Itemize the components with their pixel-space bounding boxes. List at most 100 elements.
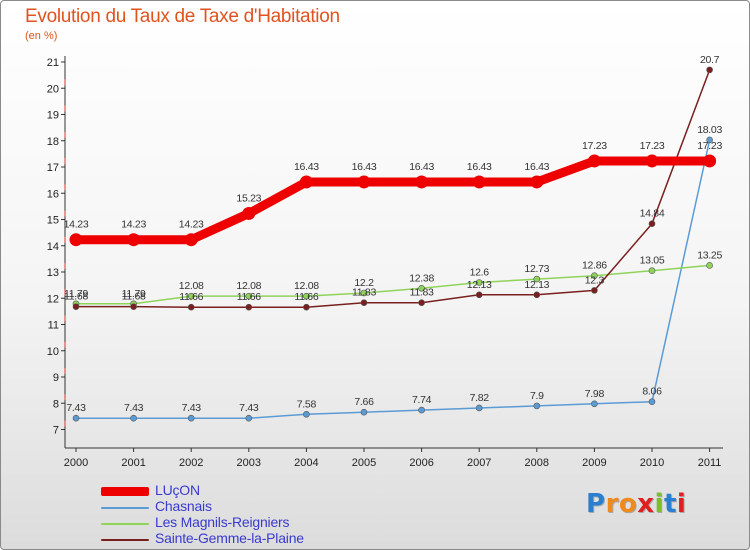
data-label: 7.98: [585, 388, 605, 400]
data-point: [418, 406, 425, 414]
x-tick-label: 2002: [179, 457, 203, 469]
data-point: [245, 414, 253, 422]
data-label: 7.82: [470, 392, 490, 404]
x-tick-label: 2001: [121, 457, 145, 469]
proxiti-logo: Proxiti: [586, 489, 686, 519]
data-point: [706, 136, 713, 144]
y-tick-label: 8: [53, 398, 59, 410]
data-label: 13.05: [640, 255, 665, 267]
data-label: 7.43: [66, 402, 86, 414]
data-point: [187, 303, 195, 311]
data-point: [303, 410, 310, 418]
data-point: [648, 267, 656, 274]
data-label: 7.9: [530, 390, 544, 402]
data-point: [418, 284, 425, 292]
data-label: 12.3: [585, 274, 605, 286]
data-label: 12.13: [467, 279, 492, 291]
x-tick-label: 2004: [294, 457, 318, 469]
data-point: [245, 303, 253, 311]
data-label: 7.43: [239, 402, 259, 414]
data-label: 15.23: [236, 192, 261, 204]
data-point: [591, 272, 598, 279]
legend-label: Chasnais: [155, 498, 212, 514]
data-point: [591, 287, 598, 294]
y-tick-label: 15: [47, 215, 59, 227]
data-label: 12.6: [470, 267, 490, 279]
data-label: 12.38: [409, 272, 434, 284]
data-point: [706, 262, 713, 269]
data-point: [184, 233, 198, 247]
data-label: 11.66: [294, 291, 318, 303]
x-tick-label: 2010: [640, 457, 664, 469]
data-point: [415, 175, 429, 189]
data-label: 17.23: [640, 140, 665, 152]
data-point: [360, 408, 368, 416]
data-point: [475, 279, 483, 286]
logo-letter: P: [586, 489, 606, 519]
data-point: [130, 303, 137, 310]
data-label: 11.66: [179, 291, 203, 303]
legend-swatch: [101, 507, 149, 509]
data-label: 16.43: [294, 161, 319, 173]
x-tick-label: 2007: [467, 457, 491, 469]
data-point: [72, 303, 80, 310]
data-label: 7.66: [354, 396, 374, 408]
data-point: [648, 220, 656, 227]
legend-label: Les Magnils-Reigniers: [155, 514, 290, 530]
data-label: 11.68: [64, 291, 88, 303]
data-point: [475, 404, 483, 412]
y-tick-label: 21: [47, 57, 59, 69]
legend-swatch: [101, 539, 149, 541]
data-point: [303, 303, 310, 311]
y-tick-label: 11: [48, 320, 59, 332]
y-tick-label: 19: [47, 110, 59, 122]
y-tick-label: 16: [47, 188, 59, 200]
x-tick-label: 2008: [525, 457, 549, 469]
data-point: [591, 400, 598, 408]
data-label: 17.23: [582, 140, 607, 152]
data-label: 17.23: [697, 140, 722, 152]
data-point: [299, 175, 313, 189]
data-label: 16.43: [352, 161, 377, 173]
data-label: 14.23: [121, 219, 146, 231]
series-line-3: [75, 69, 711, 308]
data-label: 20.7: [700, 54, 720, 66]
legend-label: Sainte-Gemme-la-Plaine: [155, 530, 304, 546]
y-tick-label: 20: [47, 83, 59, 95]
data-point: [533, 291, 541, 299]
data-point: [187, 292, 195, 300]
data-point: [706, 66, 713, 74]
data-point: [357, 175, 371, 189]
data-point: [587, 154, 601, 168]
data-label: 14.23: [179, 219, 204, 231]
data-point: [187, 414, 195, 422]
logo-letter: t: [663, 489, 677, 519]
data-point: [69, 233, 83, 247]
y-tick-label: 9: [53, 372, 59, 384]
data-point: [472, 175, 486, 189]
data-label: 11.79: [64, 288, 88, 300]
data-label: 13.25: [697, 249, 722, 261]
x-tick-label: 2003: [237, 457, 261, 469]
data-label: 11.83: [352, 287, 376, 299]
y-tick-label: 14: [47, 241, 59, 253]
data-point: [360, 299, 368, 307]
data-point: [130, 414, 137, 422]
data-point: [648, 398, 656, 405]
data-label: 7.58: [297, 398, 317, 410]
data-point: [72, 414, 80, 422]
legend-swatch: [101, 523, 149, 525]
x-tick-label: 2005: [352, 457, 376, 469]
data-point: [242, 206, 256, 220]
data-label: 14.23: [64, 219, 89, 231]
data-point: [360, 289, 368, 297]
chart-title: Evolution du Taux de Taxe d'Habitation: [25, 6, 340, 27]
data-label: 12.08: [294, 280, 319, 292]
data-point: [475, 291, 483, 299]
data-label: 8.06: [642, 386, 662, 398]
series-line-2: [75, 264, 711, 305]
x-tick-label: 2011: [698, 457, 722, 469]
data-label: 11.68: [122, 291, 146, 303]
data-label: 12.13: [524, 279, 549, 291]
